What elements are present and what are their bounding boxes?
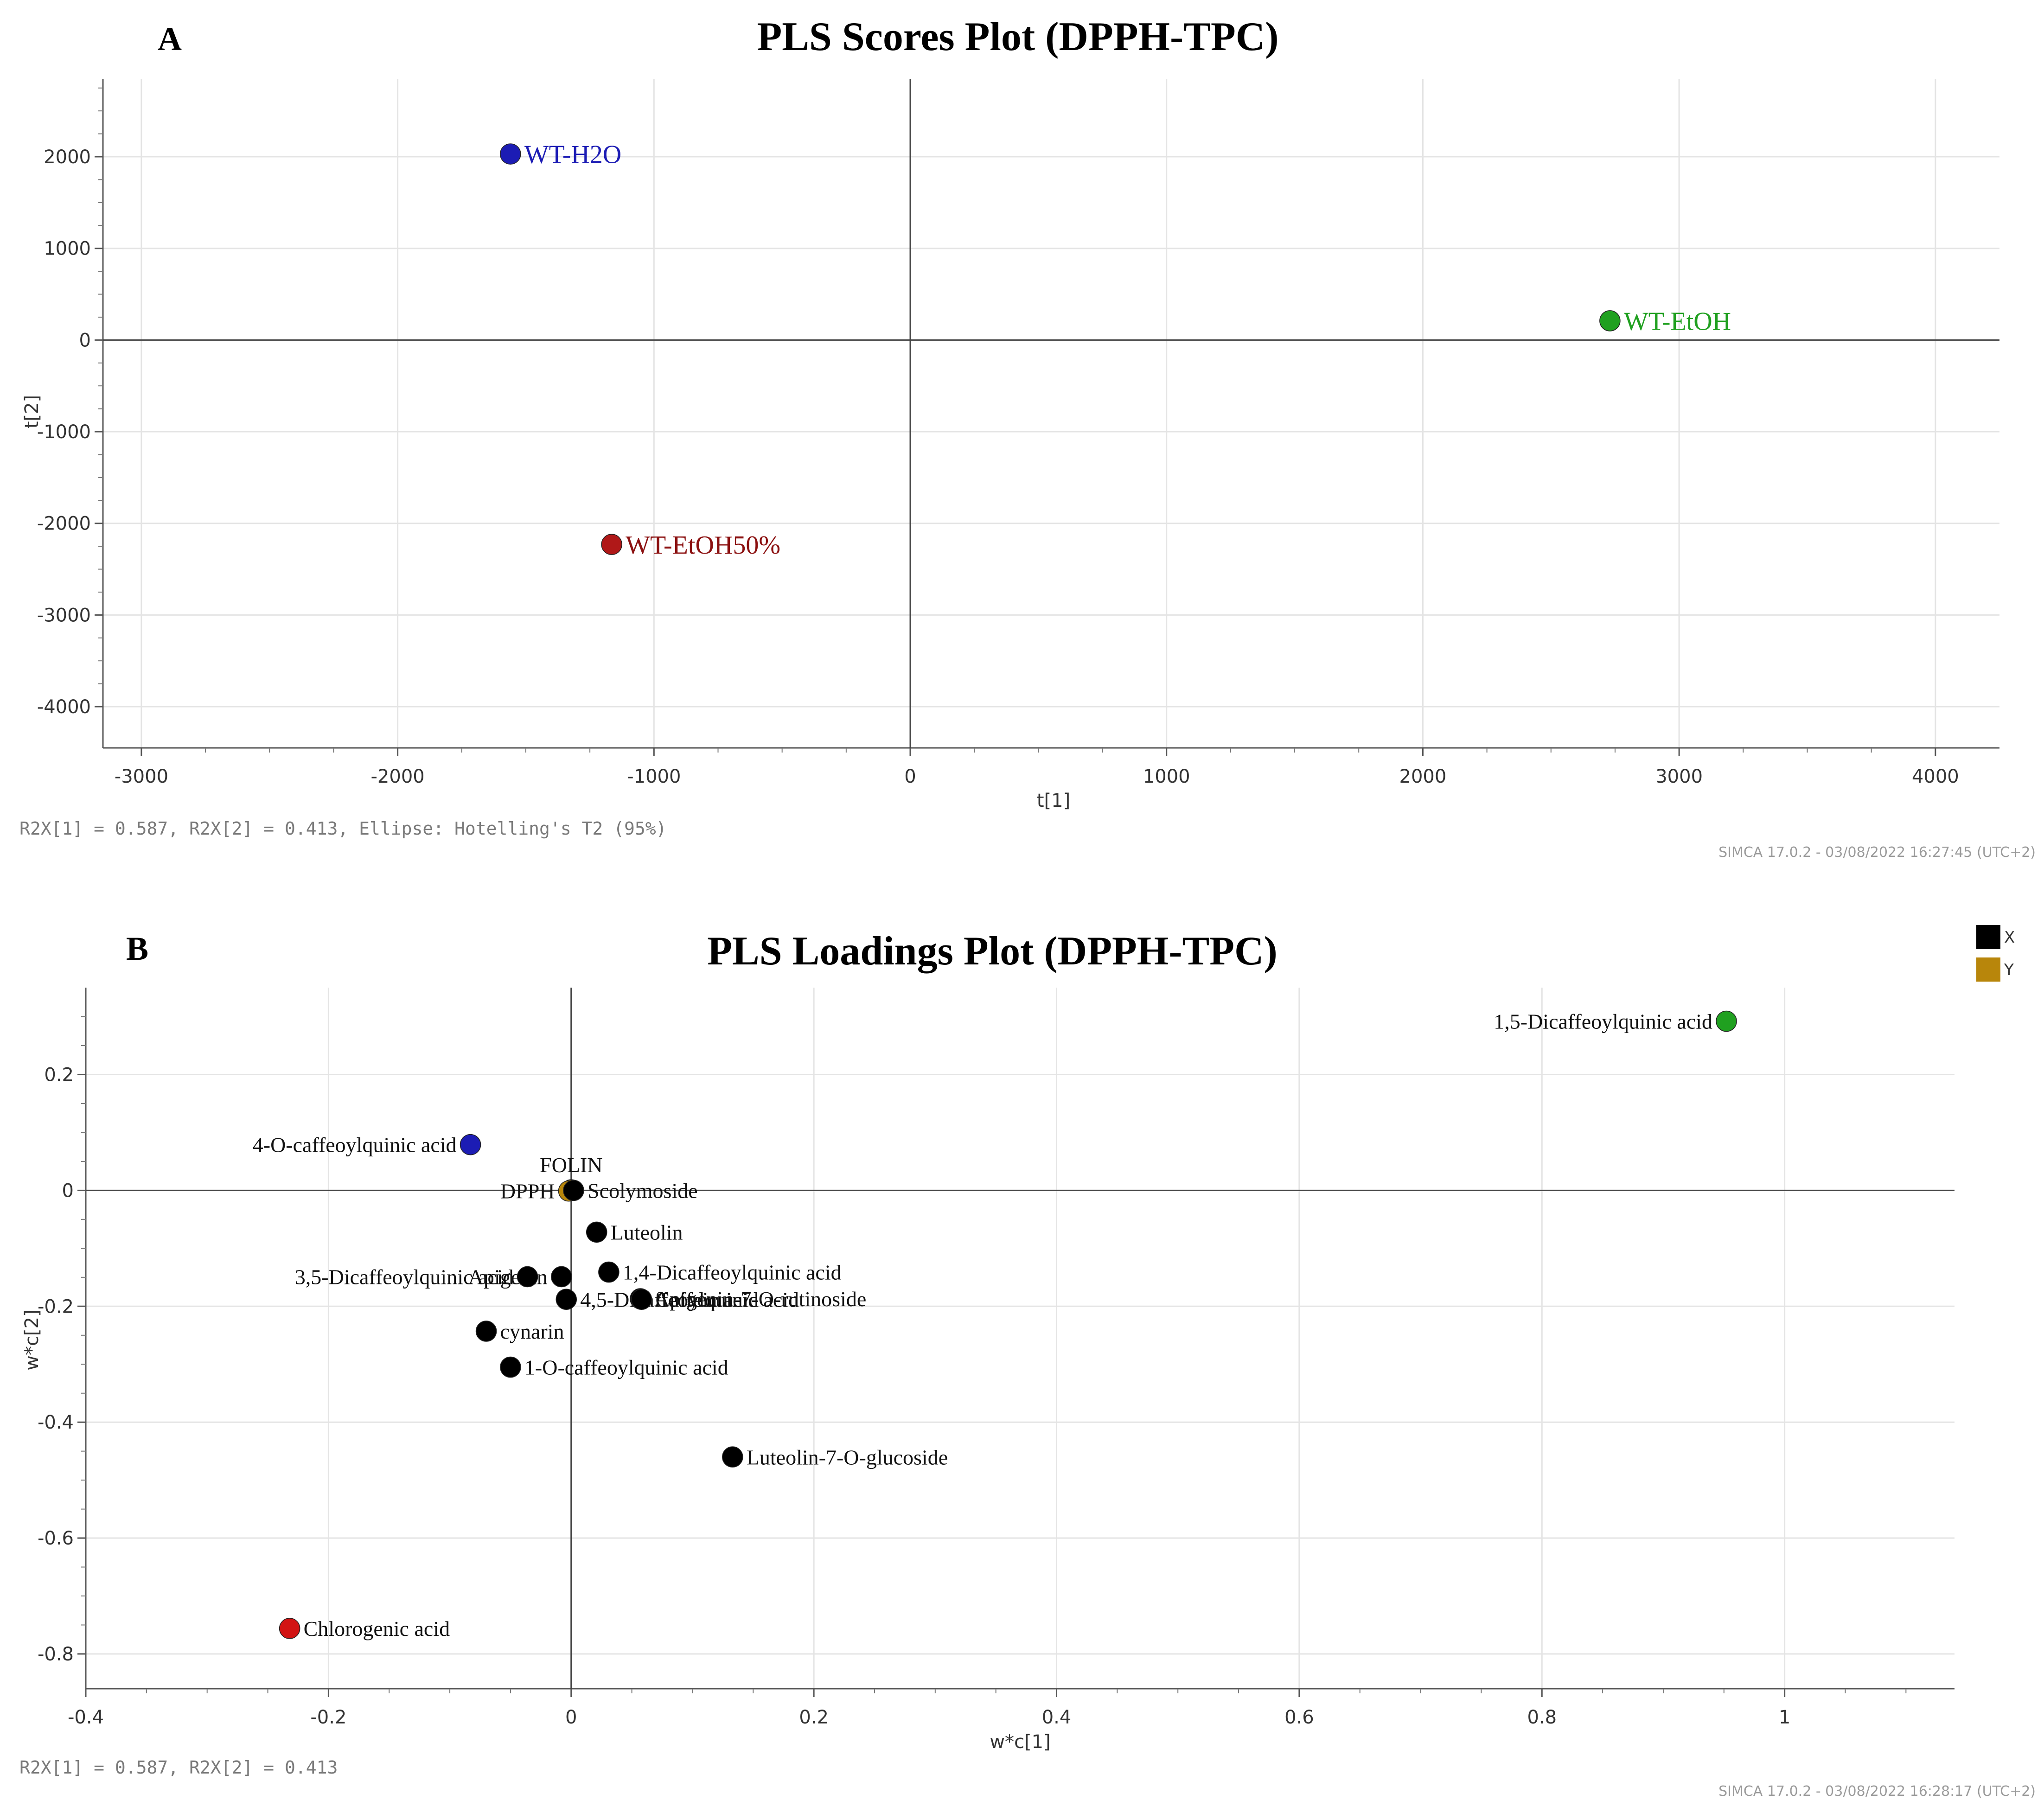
x-tick-label-3000: -3000 — [115, 766, 168, 787]
point-label-wt-etoh50: WT-EtOH50% — [626, 531, 780, 560]
point-wt-etoh50 — [601, 534, 622, 555]
y-tick-label-1000: -1000 — [37, 421, 91, 443]
x-tick-label-0-8: 0.8 — [1527, 1707, 1557, 1728]
y-tick-label-3000: -3000 — [37, 605, 91, 626]
y-tick-label-0: 0 — [62, 1180, 74, 1201]
x-tick-label-2000: 2000 — [1399, 766, 1447, 787]
point-wt-h2o — [500, 143, 521, 165]
y-tick-label-0: 0 — [79, 330, 91, 351]
y-tick-label-0-2: 0.2 — [44, 1064, 74, 1085]
x-tick-label-0-2: -0.2 — [310, 1707, 346, 1728]
legend-swatch-y — [1976, 957, 2000, 982]
point-label-dpph: DPPH — [500, 1180, 555, 1203]
y-tick-label-4000: -4000 — [37, 696, 91, 718]
scores-plot-title: PLS Scores Plot (DPPH-TPC) — [757, 14, 1278, 59]
x-tick-label-0: 0 — [904, 766, 916, 787]
scores-axes — [102, 79, 1999, 749]
point-label-apigenin-7-o-rutinoside: Apigenin-7-O-rutinoside — [654, 1287, 866, 1311]
loadings-legend: XY — [1976, 925, 2015, 982]
x-tick-label-1000: -1000 — [627, 766, 681, 787]
legend-label-y: Y — [2004, 961, 2014, 979]
point-4-o-caffeoylquinic-acid — [460, 1134, 481, 1155]
point-label-1-5-dicaffeoylquinic-acid: 1,5-Dicaffeoylquinic acid — [1494, 1010, 1712, 1034]
y-tick-label-1000: 1000 — [44, 238, 91, 260]
point-label-luteolin: Luteolin — [611, 1220, 683, 1244]
x-tick-label-2000: -2000 — [370, 766, 424, 787]
y-tick-label-0-2: -0.2 — [38, 1296, 74, 1317]
loadings-points: 1,5-Dicaffeoylquinic acid 4-O-caffeoylqui… — [253, 1010, 1737, 1640]
x-tick-label-0-2: 0.2 — [799, 1707, 829, 1728]
scores-plot-panel: A PLS Scores Plot (DPPH-TPC) -3000 -2000-… — [19, 14, 2036, 861]
scores-x-axis-label: t[1] — [1037, 790, 1070, 811]
point-apigenin — [551, 1266, 572, 1288]
point-wt-etoh — [1599, 310, 1621, 332]
point-label-luteolin-7-o-glucoside: Luteolin-7-O-glucoside — [747, 1445, 948, 1469]
point-label-chlorogenic-acid: Chlorogenic acid — [304, 1617, 450, 1640]
scores-footer: R2X[1] = 0.587, R2X[2] = 0.413, Ellipse:… — [19, 818, 667, 839]
point-label-1-o-caffeoylquinic-acid: 1-O-caffeoylquinic acid — [524, 1356, 728, 1379]
point-label-4-o-caffeoylquinic-acid: 4-O-caffeoylquinic acid — [253, 1133, 457, 1157]
loadings-axes — [85, 988, 1955, 1690]
point-1-4-dicaffeoylquinic-acid — [598, 1261, 620, 1283]
scores-y-axis-label: t[2] — [21, 395, 43, 428]
scores-points: WT-H2O WT-EtOH WT-EtOH50% — [500, 140, 1731, 560]
point-3-5-dicaffeoylquinic-acid — [517, 1266, 538, 1288]
point-label-cynarin: cynarin — [500, 1320, 564, 1343]
x-tick-label-0-6: 0.6 — [1284, 1707, 1314, 1728]
point-scolymoside — [563, 1180, 584, 1201]
point-4-5-dicaffeoylquinic-acid — [556, 1289, 577, 1310]
x-tick-label-4000: 4000 — [1912, 766, 1959, 787]
y-tick-label-0-6: -0.6 — [38, 1528, 74, 1549]
point-label-4-5-dicaffeoylquinic-acid: 4,5-Dicaffeoylquinic acid — [580, 1288, 799, 1311]
point-1-o-caffeoylquinic-acid — [500, 1356, 521, 1378]
scores-ticks: -3000 -2000 -1000 0 1000 2000 3000 4000 -4000 -30… — [37, 87, 1959, 787]
legend-swatch-x — [1976, 925, 2000, 949]
x-tick-label-0-4: 0.4 — [1042, 1707, 1072, 1728]
loadings-footer: R2X[1] = 0.587, R2X[2] = 0.413 — [19, 1757, 338, 1778]
loadings-x-axis-label: w*c[1] — [990, 1731, 1050, 1753]
x-tick-label-1000: 1000 — [1143, 766, 1190, 787]
point-luteolin-7-o-glucoside — [722, 1446, 743, 1468]
point-label-wt-etoh: WT-EtOH — [1624, 307, 1731, 336]
x-tick-label-1: 1 — [1779, 1707, 1790, 1728]
x-tick-label-0-4: -0.4 — [68, 1707, 104, 1728]
point-label-caffeic-acid: Caffeic acid — [656, 1288, 759, 1311]
loadings-plot-panel: B PLS Loadings Plot (DPPH-TPC) -0.4 -0.2 0… — [19, 925, 2036, 1800]
point-label-3-5-dicaffeoylquinic-acid: 3,5-Dicaffeoylquinic acid — [295, 1265, 514, 1289]
loadings-plot-title: PLS Loadings Plot (DPPH-TPC) — [707, 929, 1278, 974]
y-tick-label-2000: 2000 — [44, 147, 91, 168]
x-tick-label-0: 0 — [565, 1707, 577, 1728]
point-label-1-4-dicaffeoylquinic-acid: 1,4-Dicaffeoylquinic acid — [623, 1261, 842, 1284]
point-1-5-dicaffeoylquinic-acid — [1716, 1010, 1737, 1032]
y-tick-label-0-8: -0.8 — [38, 1644, 74, 1665]
panel-letter-a: A — [158, 20, 182, 57]
y-tick-label-2000: -2000 — [37, 513, 91, 535]
loadings-ticks: -0.4 -0.2 0 0.2 0.4 0.6 0.8 1 -0.8 -0.6 -0.4 -0.2 0 0… — [38, 1016, 1907, 1728]
point-label-scolymoside: Scolymoside — [588, 1179, 698, 1202]
x-tick-label-3000: 3000 — [1655, 766, 1703, 787]
y-tick-label-0-4: -0.4 — [38, 1412, 74, 1433]
point-label-folin: FOLIN — [540, 1153, 602, 1177]
point-label-wt-h2o: WT-H2O — [524, 140, 621, 169]
loadings-simca-stamp: SIMCA 17.0.2 - 03/08/2022 16:28:17 (UTC+… — [1718, 1783, 2036, 1800]
legend-label-x: X — [2004, 928, 2015, 947]
point-caffeic-acid — [631, 1289, 652, 1310]
panel-letter-b: B — [126, 930, 148, 967]
point-luteolin — [586, 1221, 607, 1243]
scores-simca-stamp: SIMCA 17.0.2 - 03/08/2022 16:27:45 (UTC+… — [1718, 844, 2036, 861]
loadings-y-axis-label: w*c[2] — [21, 1309, 43, 1370]
point-chlorogenic-acid — [279, 1618, 300, 1639]
point-cynarin — [475, 1321, 497, 1342]
